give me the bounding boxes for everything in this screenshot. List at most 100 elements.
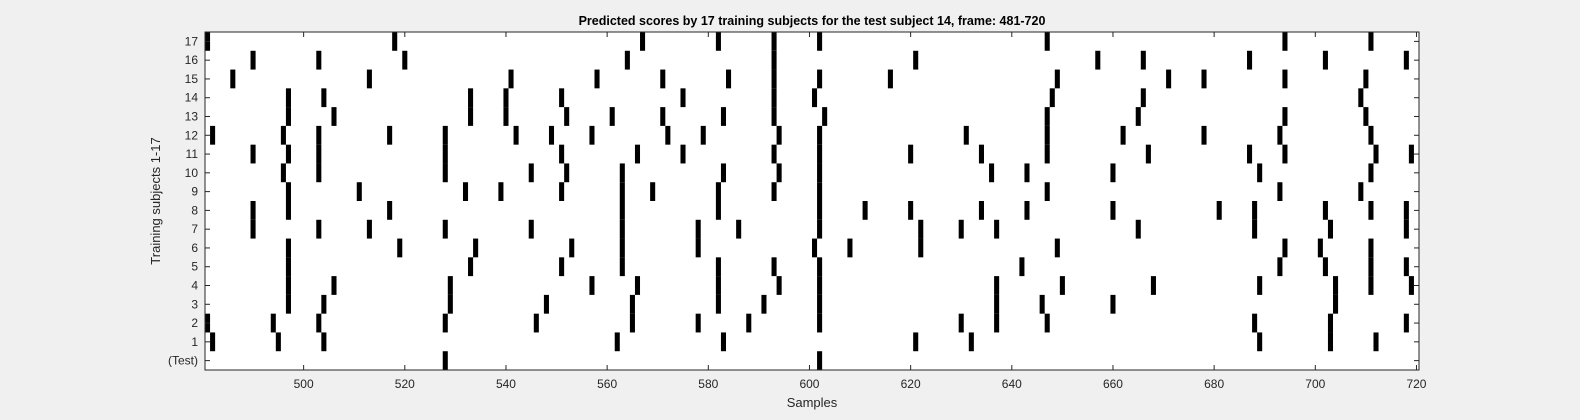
y-tick-label: 8 xyxy=(191,203,198,217)
heatmap-cell xyxy=(1201,69,1207,89)
heatmap-cell xyxy=(614,332,620,352)
heatmap-cell xyxy=(822,107,828,126)
heatmap-cell xyxy=(715,32,721,51)
heatmap-cell xyxy=(1282,107,1288,126)
heatmap-cell xyxy=(280,163,286,183)
heatmap-cell xyxy=(1317,238,1323,258)
heatmap-cell xyxy=(589,125,595,145)
heatmap-cell xyxy=(817,163,823,183)
heatmap-cell xyxy=(210,125,216,145)
heatmap-cell xyxy=(1363,107,1369,126)
heatmap-cell xyxy=(720,107,727,126)
heatmap-cell xyxy=(559,88,565,108)
heatmap-cell xyxy=(715,276,721,295)
heatmap-cell xyxy=(776,163,782,183)
heatmap-cell xyxy=(913,50,919,70)
heatmap-cell xyxy=(771,50,777,70)
x-tick-label: 660 xyxy=(1103,377,1123,391)
heatmap-cell xyxy=(817,201,823,220)
heatmap-cell xyxy=(280,125,286,145)
x-tick-label: 620 xyxy=(901,377,921,391)
heatmap-cell xyxy=(316,125,322,145)
heatmap-cell xyxy=(559,182,565,201)
x-tick-label: 560 xyxy=(597,377,617,391)
heatmap-cell xyxy=(958,313,964,333)
heatmap-cell xyxy=(1403,201,1409,220)
heatmap-cell xyxy=(1282,69,1288,89)
heatmap-cell xyxy=(1044,32,1050,51)
heatmap-cell xyxy=(1358,182,1364,201)
heatmap-cell xyxy=(1368,125,1374,145)
heatmap-cell xyxy=(665,125,671,145)
heatmap-cell xyxy=(285,107,291,126)
heatmap-cell xyxy=(447,294,453,314)
heatmap-cell xyxy=(634,144,641,164)
heatmap-cell xyxy=(1257,332,1263,352)
heatmap-cell xyxy=(1110,294,1116,314)
heatmap-cell xyxy=(680,88,686,108)
heatmap-cell xyxy=(817,182,823,201)
heatmap-cell xyxy=(1322,201,1328,220)
heatmap-cell xyxy=(1095,50,1101,70)
heatmap-cell xyxy=(589,276,595,295)
heatmap-cell xyxy=(1110,201,1116,220)
heatmap-cell xyxy=(1277,125,1283,145)
heatmap-cell xyxy=(442,125,448,145)
heatmap-cell xyxy=(640,32,646,51)
heatmap-cell xyxy=(321,294,327,314)
heatmap-cell xyxy=(1044,144,1050,164)
heatmap-cell xyxy=(1150,276,1156,295)
heatmap-cell xyxy=(250,201,256,220)
heatmap-cell xyxy=(1252,313,1258,333)
heatmap-cell xyxy=(316,50,322,70)
heatmap-cell xyxy=(1403,50,1409,70)
heatmap-cell xyxy=(771,257,777,277)
heatmap-cell xyxy=(528,219,534,239)
heatmap-cell xyxy=(285,257,291,277)
heatmap-cell xyxy=(1024,163,1030,183)
heatmap-cell xyxy=(1368,201,1374,220)
heatmap-cell xyxy=(771,69,777,89)
heatmap-cell xyxy=(918,219,924,239)
heatmap-cell xyxy=(1135,107,1141,126)
heatmap-cell xyxy=(1358,88,1364,108)
heatmap-cell xyxy=(1277,182,1283,201)
heatmap-cell xyxy=(771,88,777,108)
heatmap-cell xyxy=(609,107,615,126)
heatmap-cell xyxy=(1408,144,1414,164)
heatmap-cell xyxy=(817,313,823,333)
heatmap-cell xyxy=(1019,257,1025,277)
heatmap-cell xyxy=(695,238,701,258)
heatmap-cell xyxy=(1044,107,1050,126)
heatmap-cell xyxy=(619,257,625,277)
y-tick-label: 1 xyxy=(191,335,198,349)
heatmap-cell xyxy=(1322,257,1328,277)
heatmap-cell xyxy=(720,163,727,183)
heatmap-cell xyxy=(285,294,291,314)
heatmap-cell xyxy=(508,69,514,89)
x-tick-label: 700 xyxy=(1305,377,1325,391)
heatmap-cell xyxy=(650,182,656,201)
heatmap-cell xyxy=(533,313,539,333)
x-axis: 500 520 540 560 580 600 620 640 660 680 700 720 xyxy=(294,32,1427,391)
heatmap-cell xyxy=(316,163,322,183)
y-tick-label: 4 xyxy=(191,279,198,293)
y-tick-label: 17 xyxy=(185,34,199,48)
heatmap-cell xyxy=(473,238,479,258)
heatmap-cell xyxy=(1368,257,1374,277)
heatmap-cell xyxy=(1140,50,1146,70)
heatmap-cell xyxy=(1282,32,1288,51)
heatmap-cell xyxy=(994,294,1000,314)
heatmap-cell xyxy=(331,107,337,126)
heatmap-cell xyxy=(285,182,291,201)
heatmap-cell xyxy=(210,332,216,352)
heatmap-cell xyxy=(1368,163,1374,183)
heatmap-cell xyxy=(720,332,727,352)
heatmap-cell xyxy=(1120,125,1126,145)
heatmap-cell xyxy=(1277,257,1283,277)
heatmap-cell xyxy=(771,32,777,51)
heatmap-cell xyxy=(761,294,767,314)
heatmap-cell xyxy=(285,276,291,295)
y-tick-label: 2 xyxy=(191,316,198,330)
heatmap-cell xyxy=(1024,201,1030,220)
